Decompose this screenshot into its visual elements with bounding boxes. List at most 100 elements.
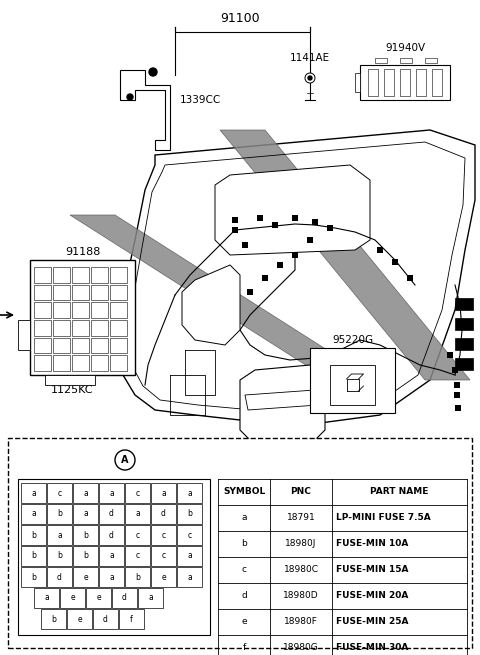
Text: d: d	[122, 593, 127, 603]
Bar	[272, 222, 278, 228]
Bar	[73, 525, 98, 545]
Bar	[232, 227, 238, 233]
Bar	[125, 525, 150, 545]
Text: b: b	[241, 540, 247, 548]
Text: 18980D: 18980D	[283, 591, 319, 601]
Circle shape	[149, 68, 157, 76]
Text: b: b	[31, 552, 36, 561]
Bar	[21, 483, 46, 503]
Bar	[262, 275, 268, 281]
Bar	[34, 267, 51, 282]
Bar	[99, 525, 124, 545]
Bar	[432, 69, 442, 96]
Bar	[177, 525, 202, 545]
Circle shape	[308, 76, 312, 80]
Bar	[91, 302, 108, 318]
Text: b: b	[83, 552, 88, 561]
Bar	[119, 609, 144, 629]
Bar	[53, 337, 70, 353]
Bar	[34, 284, 51, 300]
Text: a: a	[109, 572, 114, 582]
Bar	[110, 355, 128, 371]
Text: e: e	[77, 614, 82, 624]
Polygon shape	[220, 130, 470, 380]
Bar	[125, 483, 150, 503]
Text: e: e	[241, 618, 247, 626]
Bar	[375, 58, 387, 63]
Bar	[454, 392, 460, 398]
Text: 91188: 91188	[65, 247, 100, 257]
Text: c: c	[161, 552, 166, 561]
Text: 1125KC: 1125KC	[51, 385, 93, 395]
Bar	[47, 525, 72, 545]
Bar	[41, 609, 66, 629]
Polygon shape	[240, 365, 325, 445]
Bar	[91, 355, 108, 371]
Bar	[99, 546, 124, 566]
Text: c: c	[161, 531, 166, 540]
Text: 18980C: 18980C	[284, 565, 319, 574]
Text: 91100: 91100	[220, 12, 260, 24]
Text: FUSE-MIN 30A: FUSE-MIN 30A	[336, 643, 408, 652]
Polygon shape	[70, 215, 390, 390]
Bar	[21, 525, 46, 545]
Text: A: A	[121, 455, 129, 465]
Bar	[73, 567, 98, 587]
Bar	[91, 284, 108, 300]
Bar	[455, 358, 473, 370]
Bar	[99, 567, 124, 587]
Bar	[72, 320, 89, 335]
Bar	[355, 73, 360, 92]
Bar	[72, 355, 89, 371]
Bar	[73, 483, 98, 503]
Bar	[30, 260, 135, 375]
Polygon shape	[182, 265, 240, 345]
Bar	[72, 284, 89, 300]
Bar	[99, 504, 124, 524]
Bar	[455, 298, 473, 310]
Bar	[292, 252, 298, 258]
Bar	[18, 320, 30, 350]
Bar	[73, 546, 98, 566]
Polygon shape	[120, 130, 475, 425]
Bar	[53, 355, 70, 371]
Text: c: c	[58, 489, 61, 498]
Circle shape	[127, 94, 133, 100]
Bar	[447, 352, 453, 358]
Bar	[110, 337, 128, 353]
Text: e: e	[70, 593, 75, 603]
Polygon shape	[120, 70, 170, 150]
Text: c: c	[135, 552, 140, 561]
Text: a: a	[241, 514, 247, 523]
Text: LP-MINI FUSE 7.5A: LP-MINI FUSE 7.5A	[336, 514, 431, 523]
Text: 1141AE: 1141AE	[290, 53, 330, 63]
Bar	[86, 588, 111, 608]
Text: a: a	[161, 489, 166, 498]
Bar	[425, 58, 437, 63]
Bar	[110, 267, 128, 282]
Text: d: d	[161, 510, 166, 519]
Bar	[21, 504, 46, 524]
Bar	[110, 302, 128, 318]
Bar	[277, 262, 283, 268]
Text: 18980F: 18980F	[284, 618, 318, 626]
Bar	[91, 320, 108, 335]
Bar	[327, 225, 333, 231]
Bar	[455, 318, 473, 330]
Bar	[72, 267, 89, 282]
Text: FUSE-MIN 25A: FUSE-MIN 25A	[336, 618, 408, 626]
Bar	[151, 504, 176, 524]
Text: b: b	[135, 572, 140, 582]
Bar	[72, 302, 89, 318]
Text: FUSE-MIN 10A: FUSE-MIN 10A	[336, 540, 408, 548]
Bar	[21, 546, 46, 566]
Text: a: a	[187, 489, 192, 498]
Text: d: d	[109, 510, 114, 519]
Bar	[310, 348, 395, 413]
Bar	[21, 567, 46, 587]
Text: PNC: PNC	[290, 487, 312, 496]
Bar	[34, 588, 59, 608]
Bar	[53, 284, 70, 300]
Bar	[368, 69, 378, 96]
Polygon shape	[245, 390, 318, 410]
